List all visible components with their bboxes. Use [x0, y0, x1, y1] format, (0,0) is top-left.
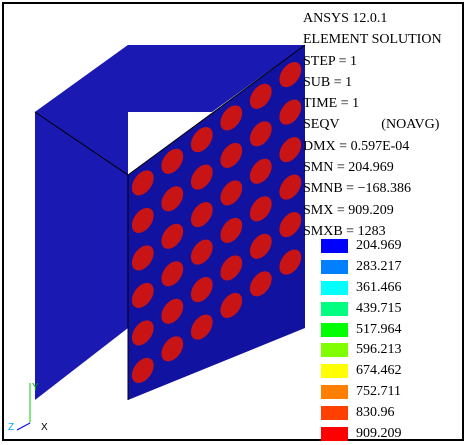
info-line: ANSYS 12.0.1 — [303, 11, 388, 26]
legend-swatch — [321, 385, 348, 400]
legend-value: 517.964 — [356, 321, 402, 337]
fiber-cross-section — [279, 212, 302, 238]
info-line: SMX = 909.209 — [303, 202, 394, 218]
fiber-cross-section — [190, 127, 213, 153]
fiber-cross-section — [131, 207, 154, 233]
legend-value: 752.711 — [356, 384, 401, 400]
legend-value: 283.217 — [356, 258, 402, 274]
triad-z-axis — [16, 422, 31, 431]
legend-value: 909.209 — [356, 426, 402, 442]
legend-swatch — [321, 406, 348, 421]
info-line: SMNB = −168.386 — [303, 181, 411, 197]
fiber-cross-section — [249, 271, 272, 297]
fiber-cross-section — [161, 336, 184, 362]
legend-value: 204.969 — [356, 238, 402, 253]
fiber-cross-section — [161, 186, 184, 212]
info-line: SEQV (NOAVG) — [303, 117, 440, 133]
fiber-cross-section — [161, 148, 184, 174]
solution-info-block: ANSYS 12.0.1 ELEMENT SOLUTION STEP = 1 S… — [303, 8, 442, 242]
fiber-cross-section — [190, 239, 213, 265]
fiber-cross-section — [131, 282, 154, 308]
legend-swatch — [321, 259, 348, 274]
fiber-cross-section — [220, 180, 243, 206]
fiber-cross-section — [220, 292, 243, 318]
legend-swatch — [321, 239, 348, 253]
fiber-cross-section — [220, 255, 243, 281]
legend-swatch — [321, 301, 348, 316]
fiber-cross-section — [161, 261, 184, 287]
legend-swatch — [321, 343, 348, 358]
fiber-cross-section — [190, 164, 213, 190]
fiber-cross-section — [249, 158, 272, 184]
triad-y-label: Y — [32, 382, 39, 393]
legend-value: 674.462 — [356, 363, 402, 379]
fiber-cross-section — [220, 217, 243, 243]
legend-swatch — [321, 427, 348, 442]
fiber-cross-section — [131, 245, 154, 271]
fiber-cross-section — [279, 137, 302, 163]
fiber-cross-section — [131, 170, 154, 196]
info-line: SUB = 1 — [303, 74, 353, 90]
fiber-cross-section — [190, 314, 213, 340]
fiber-cross-section — [249, 83, 272, 109]
legend-swatch — [321, 364, 348, 379]
fiber-cross-section — [161, 223, 184, 249]
fiber-cross-section — [249, 121, 272, 147]
legend-swatch — [321, 322, 348, 337]
info-line: DMX = 0.597E-04 — [303, 138, 410, 154]
fiber-cross-section — [279, 249, 302, 275]
info-line: STEP = 1 — [303, 53, 358, 69]
fiber-grid — [131, 62, 302, 383]
fiber-cross-section — [190, 202, 213, 228]
legend-value: 596.213 — [356, 342, 402, 358]
triad-x-label: X — [41, 422, 48, 433]
block-edge — [127, 44, 306, 176]
legend-value: 830.96 — [356, 405, 395, 421]
info-line: SMN = 204.969 — [303, 160, 394, 176]
fiber-cross-section — [249, 233, 272, 259]
legend-value: 439.715 — [356, 300, 402, 316]
fiber-cross-section — [249, 196, 272, 222]
fiber-cross-section — [279, 99, 302, 125]
legend-swatch — [321, 280, 348, 295]
fiber-cross-section — [190, 277, 213, 303]
coordinate-triad: Y Z X — [8, 382, 55, 433]
fiber-cross-section — [131, 357, 154, 383]
block-left-face — [35, 45, 128, 400]
triad-z-label: Z — [8, 422, 14, 433]
legend-value: 361.466 — [356, 279, 402, 295]
fiber-cross-section — [279, 174, 302, 200]
fiber-cross-section — [220, 105, 243, 131]
info-line: SMXB = 1283 — [303, 223, 386, 239]
fiber-cross-section — [161, 298, 184, 324]
block-edge — [34, 111, 129, 176]
fiber-cross-section — [220, 142, 243, 168]
info-line: TIME = 1 — [303, 96, 360, 112]
fiber-cross-section — [279, 62, 302, 88]
info-line: ELEMENT SOLUTION — [303, 32, 442, 48]
fiber-cross-section — [131, 320, 154, 346]
